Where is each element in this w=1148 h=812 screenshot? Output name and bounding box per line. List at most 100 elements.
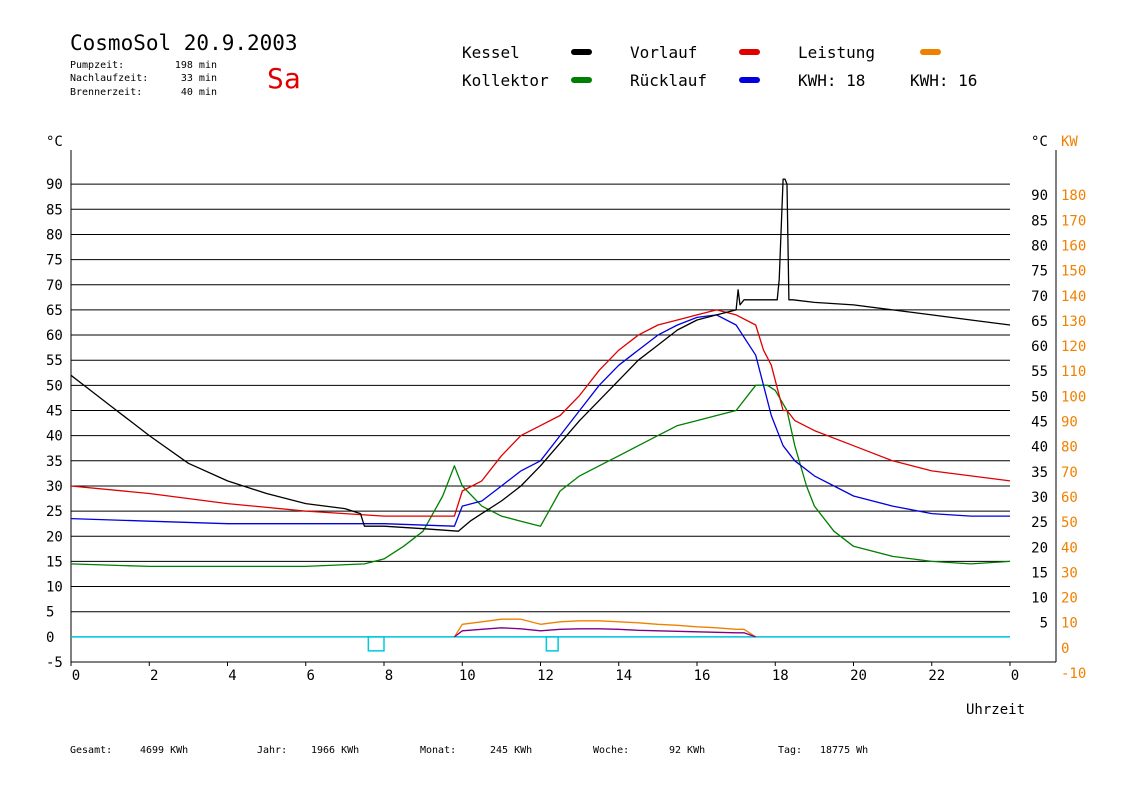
legend-label: Kollektor [462,71,549,90]
y-unit-kw: KW [1061,134,1078,150]
x-tick-label: 8 [385,668,393,684]
y-tick-left: 10 [46,580,63,596]
y-tick-right: 85 [1031,213,1048,229]
y-tick-left: -5 [46,655,63,671]
stat-value: 40 min [181,87,217,98]
legend: Kessel Vorlauf Leistung Kollektor Rückla… [462,43,977,90]
y-tick-left: 45 [46,404,63,420]
y-tick-right: 90 [1031,188,1048,204]
y-tick-right: 35 [1031,465,1048,481]
y-tick-kw: 90 [1061,415,1078,431]
stats-block: Pumpzeit: 198 min Nachlaufzeit: 33 min B… [70,60,217,98]
kwh-orange: KWH: 18 [798,71,865,90]
footer-value: 92 KWh [669,745,705,756]
legend-swatch-kollektor [571,77,592,83]
y-tick-kw: 100 [1061,389,1086,405]
legend-swatch-kessel [571,49,592,55]
axis-labels: °C °C KW Uhrzeit [46,134,1078,718]
y-tick-left: 70 [46,278,63,294]
y-tick-left: 60 [46,328,63,344]
series-line-ruecklauf [70,314,1010,527]
y-tick-kw: 160 [1061,238,1086,254]
x-tick-label: 4 [228,668,236,684]
y-tick-kw: 170 [1061,213,1086,229]
x-tick-label: 14 [615,668,632,684]
y-tick-right: 60 [1031,339,1048,355]
y-tick-left: 40 [46,429,63,445]
y-tick-left: 55 [46,353,63,369]
y-tick-right: 10 [1031,591,1048,607]
legend-swatch-leistung [920,49,941,55]
y-tick-kw: 80 [1061,440,1078,456]
x-tick-label: 20 [850,668,867,684]
pump-marker [367,636,385,652]
stat-label: Pumpzeit: [70,60,124,71]
footer-value: 4699 KWh [140,745,188,756]
y-tick-right: 45 [1031,415,1048,431]
y-tick-right: 70 [1031,289,1048,305]
legend-swatch-ruecklauf [739,77,760,83]
y-tick-kw: 150 [1061,264,1086,280]
x-tick-label: 0 [72,668,80,684]
y-tick-left: 15 [46,554,63,570]
footer-label: Woche: [593,745,629,756]
footer: Gesamt: 4699 KWh Jahr: 1966 KWh Monat: 2… [70,745,868,756]
legend-label: Leistung [798,43,875,62]
x-axis-label: Uhrzeit [966,702,1025,718]
series-line-kessel [70,178,1011,532]
y-tick-kw: 120 [1061,339,1086,355]
stat-label: Brennerzeit: [70,87,142,98]
x-tick-label: 18 [772,668,789,684]
y-tick-right: 50 [1031,389,1048,405]
y-tick-right: 40 [1031,440,1048,456]
legend-label: Rücklauf [630,71,707,90]
y-tick-kw: 110 [1061,364,1086,380]
stat-value: 198 min [175,60,217,71]
y-tick-left: 20 [46,529,63,545]
weekday-label: Sa [267,62,301,95]
y-tick-kw: 10 [1061,616,1078,632]
y-tick-kw: 60 [1061,490,1078,506]
x-tick-label: 2 [150,668,158,684]
series-line-kwh [454,627,756,638]
x-tick-label: 22 [928,668,945,684]
x-tick-label: 12 [537,668,554,684]
series-line-vorlauf [70,309,1011,517]
stat-label: Nachlaufzeit: [70,73,148,84]
y-tick-kw: 30 [1061,565,1078,581]
y-tick-right: 75 [1031,264,1048,280]
series-line-kollektor [70,384,1011,568]
y-tick-right: 15 [1031,565,1048,581]
y-tick-left: 5 [46,605,54,621]
footer-value: 18775 Wh [820,745,868,756]
y-tick-left: 30 [46,479,63,495]
y-unit-left: °C [46,134,63,150]
y-tick-kw: -10 [1061,666,1086,682]
y-tick-kw: 20 [1061,591,1078,607]
pump-marker [545,636,559,652]
footer-label: Jahr: [257,745,287,756]
x-tick-label: 16 [694,668,711,684]
stat-value: 33 min [181,73,217,84]
y-tick-right: 80 [1031,238,1048,254]
y-tick-left: 85 [46,202,63,218]
footer-label: Monat: [420,745,456,756]
legend-swatch-vorlauf [739,49,760,55]
y-tick-left: 90 [46,177,63,193]
y-tick-kw: 40 [1061,540,1078,556]
y-tick-left: 80 [46,227,63,243]
y-tick-right: 30 [1031,490,1048,506]
x-tick-label: 6 [307,668,315,684]
chart-title: CosmoSol 20.9.2003 [70,31,298,55]
footer-label: Gesamt: [70,745,112,756]
y-tick-left: 50 [46,378,63,394]
series-layer [70,178,1011,652]
grid [70,150,1057,663]
y-tick-left: 25 [46,504,63,520]
y-tick-right: 5 [1040,616,1048,632]
footer-label: Tag: [778,745,802,756]
y-tick-left: 65 [46,303,63,319]
y-tick-kw: 130 [1061,314,1086,330]
x-tick-label: 10 [459,668,476,684]
